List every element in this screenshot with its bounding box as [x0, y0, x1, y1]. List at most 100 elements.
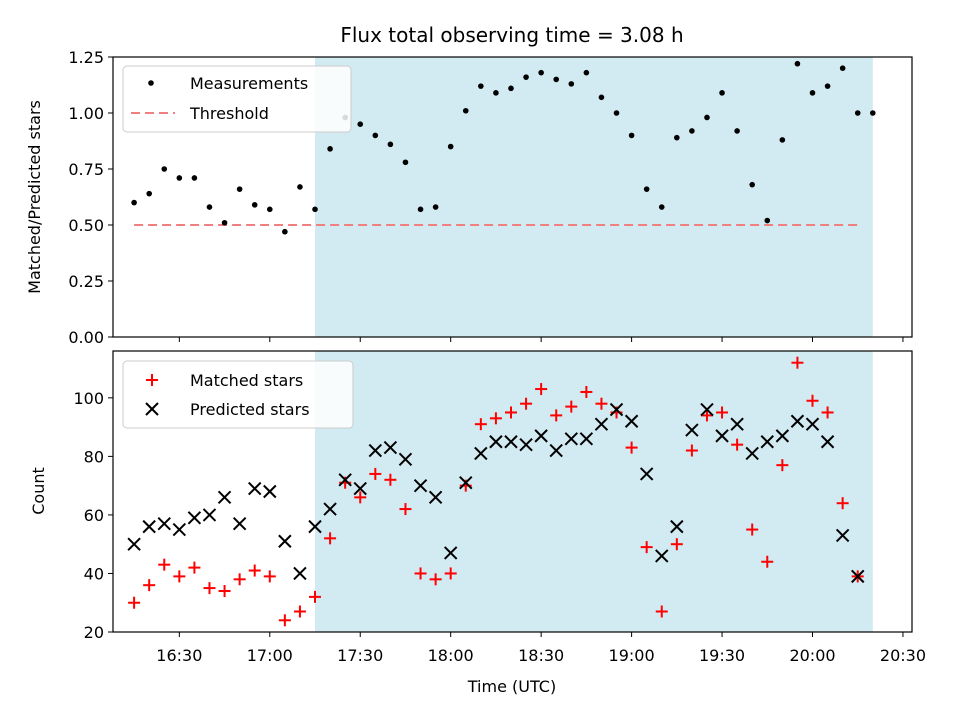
predicted-star-point — [232, 516, 247, 531]
measurement-point — [402, 159, 409, 166]
matched-star-point — [625, 441, 638, 454]
predicted-star-point — [730, 417, 744, 431]
legend-matched-marker — [146, 374, 158, 386]
measurement-point — [628, 132, 635, 139]
matched-star-point — [474, 418, 487, 431]
matched-star-point — [761, 555, 774, 568]
matched-star-point — [731, 438, 744, 451]
x-tick-label: 18:30 — [518, 646, 564, 665]
measurement-point — [297, 184, 303, 190]
matched-star-point — [716, 406, 729, 419]
measurement-point — [161, 166, 168, 172]
measurement-point — [674, 134, 680, 141]
measurement-point — [583, 69, 590, 76]
y-tick-label: 0.50 — [68, 216, 104, 235]
matched-star-point — [595, 397, 608, 410]
predicted-star-point — [428, 490, 443, 505]
predicted-star-point — [127, 537, 141, 551]
measurement-point — [131, 199, 137, 206]
predicted-star-point — [700, 402, 714, 417]
measurement-point — [236, 186, 243, 192]
matched-star-point — [324, 532, 337, 545]
matched-star-point — [444, 567, 457, 580]
x-tick-label: 18:00 — [428, 646, 474, 665]
measurement-point — [146, 190, 152, 197]
panel-count: 20 40 60 80 100 16:30 17:00 17:30 18:00 18:30 19:… — [29, 350, 926, 696]
y-tick-label: 1.25 — [68, 48, 104, 67]
predicted-star-point — [142, 519, 156, 534]
matched-star-point — [278, 614, 291, 627]
measurement-point — [266, 206, 273, 213]
x-tick-label: 19:30 — [699, 646, 745, 665]
measurement-point — [493, 90, 499, 96]
measurement-point — [870, 110, 876, 116]
measurement-point — [794, 60, 801, 67]
measurement-point — [538, 69, 544, 76]
predicted-star-point — [624, 414, 639, 428]
matched-star-point — [655, 605, 668, 618]
matched-star-point — [233, 573, 246, 586]
y-axis-label-count: Count — [29, 467, 48, 515]
matched-star-point — [700, 409, 713, 422]
legend-threshold-label: Threshold — [189, 104, 269, 123]
predicted-star-point — [474, 446, 488, 461]
matched-star-point — [188, 561, 201, 574]
measurement-point — [508, 85, 514, 92]
measurement-point — [478, 83, 484, 89]
predicted-star-point — [263, 484, 277, 499]
matched-star-point — [580, 385, 593, 398]
measurement-point — [327, 146, 333, 152]
measurement-point — [221, 219, 228, 226]
measurement-point — [643, 186, 650, 192]
measurement-point — [357, 121, 364, 127]
counts-series — [127, 356, 865, 627]
measurement-point — [613, 110, 620, 116]
legend-ratio-box — [122, 65, 352, 133]
matched-star-point — [173, 570, 186, 583]
predicted-star-point — [760, 435, 774, 449]
predicted-star-point — [172, 522, 187, 537]
matched-star-point — [776, 459, 789, 472]
predicted-star-point — [157, 516, 171, 531]
y-tick-label: 0.75 — [68, 160, 104, 179]
x-tick-label: 20:30 — [880, 646, 926, 665]
measurement-point — [658, 204, 665, 210]
predicted-star-point — [775, 429, 790, 443]
predicted-star-point — [413, 478, 428, 493]
panel-count-shade — [315, 351, 873, 632]
legend-ratio: Measurements Threshold — [122, 65, 352, 133]
matched-star-point — [263, 570, 276, 583]
predicted-star-point — [202, 508, 217, 522]
predicted-star-point — [353, 481, 367, 496]
predicted-star-point — [579, 432, 594, 446]
matched-star-point — [489, 412, 502, 425]
predicted-star-point — [715, 429, 729, 443]
measurement-point — [598, 94, 605, 101]
measurement-point — [312, 206, 318, 213]
matched-star-point — [746, 523, 759, 536]
measurement-point — [734, 128, 740, 134]
predicted-star-point — [549, 443, 563, 458]
y-axis-label-ratio: Matched/Predicted stars — [25, 100, 44, 294]
predicted-star-point — [293, 566, 307, 581]
measurement-point — [719, 90, 725, 96]
legend-count-box — [122, 360, 354, 429]
predicted-star-point — [745, 446, 759, 461]
matched-star-point — [248, 564, 261, 577]
measurement-point — [809, 90, 816, 96]
predicted-star-point — [217, 490, 232, 505]
matched-star-point — [128, 596, 141, 609]
predicted-star-point — [489, 435, 503, 449]
predicted-star-point — [278, 534, 292, 548]
legend-count: Matched stars Predicted stars — [122, 360, 354, 429]
predicted-star-point — [655, 549, 669, 563]
measurement-point — [282, 228, 288, 235]
predicted-star-point — [187, 511, 202, 525]
predicted-star-point — [383, 440, 398, 455]
predicted-star-point — [835, 528, 850, 543]
matched-star-point — [399, 503, 412, 516]
predicted-star-point — [338, 473, 352, 487]
predicted-star-point — [609, 402, 624, 417]
predicted-star-point — [504, 435, 518, 449]
